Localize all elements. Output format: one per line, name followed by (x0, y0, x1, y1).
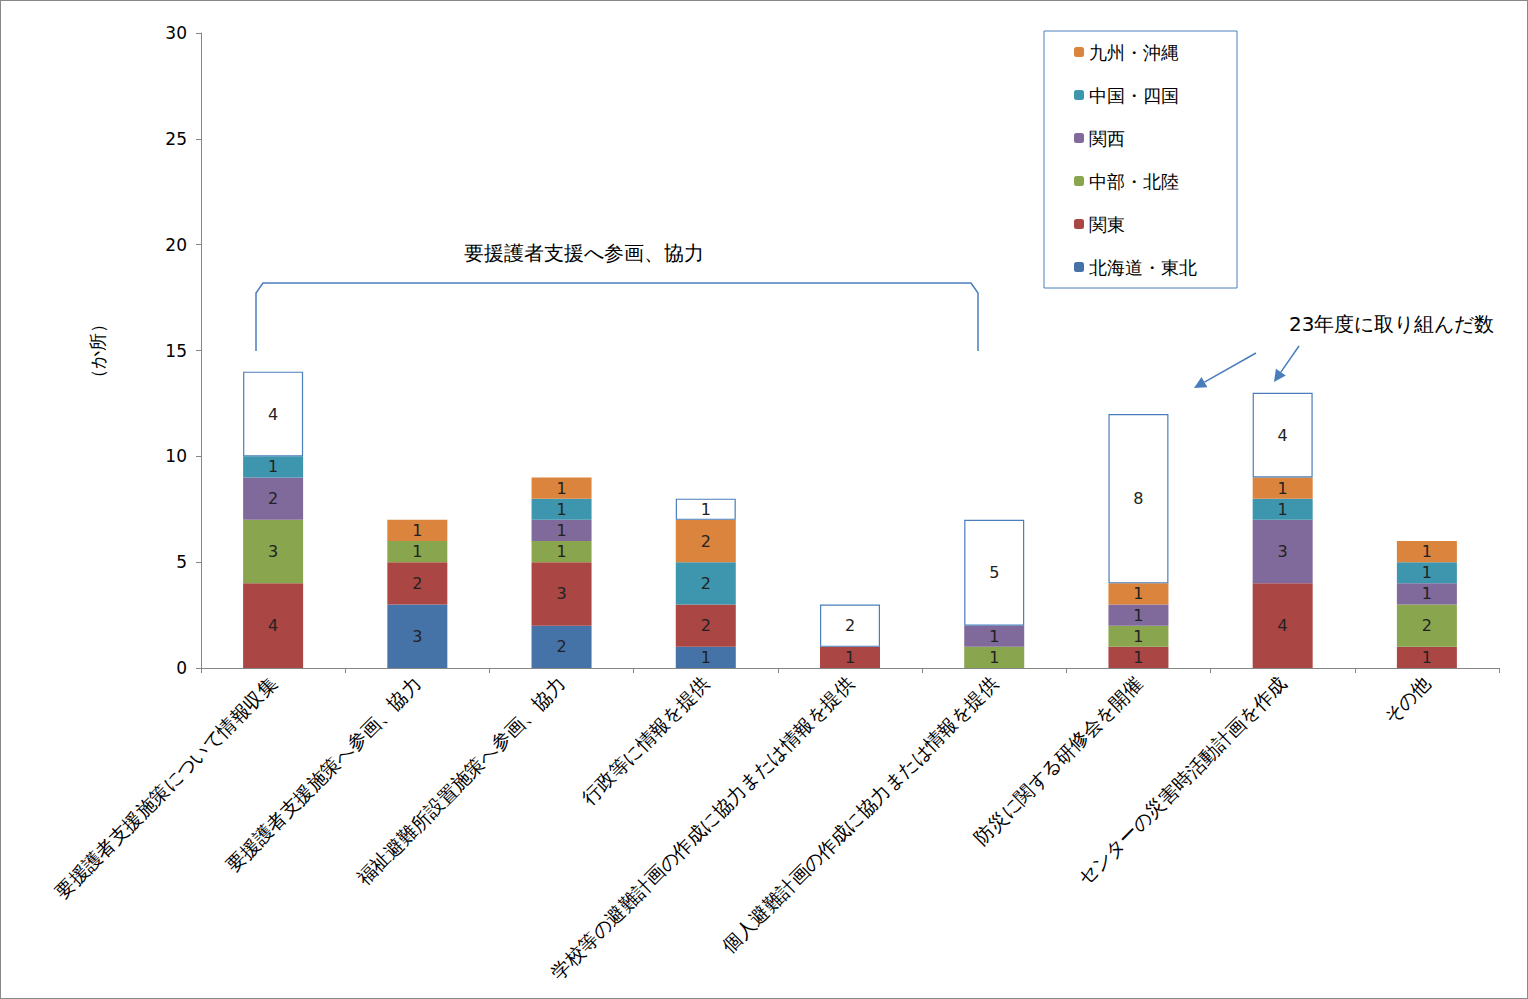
svg-text:1: 1 (1278, 479, 1288, 498)
svg-text:3: 3 (556, 584, 566, 603)
svg-text:2: 2 (268, 489, 278, 508)
svg-text:関西: 関西 (1089, 128, 1125, 149)
svg-text:2: 2 (412, 574, 422, 593)
svg-text:1: 1 (1422, 584, 1432, 603)
svg-text:1: 1 (556, 479, 566, 498)
svg-text:1: 1 (989, 627, 999, 646)
svg-text:23年度に取り組んだ数: 23年度に取り組んだ数 (1289, 312, 1494, 336)
svg-text:1: 1 (1422, 542, 1432, 561)
svg-text:20: 20 (165, 235, 187, 255)
svg-text:防災に関する研修会を開催: 防災に関する研修会を開催 (969, 672, 1146, 849)
svg-text:4: 4 (268, 405, 278, 424)
svg-text:1: 1 (556, 521, 566, 540)
svg-text:1: 1 (1133, 584, 1143, 603)
svg-text:1: 1 (556, 500, 566, 519)
svg-text:1: 1 (412, 542, 422, 561)
svg-text:その他: その他 (1379, 672, 1435, 728)
svg-text:25: 25 (165, 129, 187, 149)
svg-text:中国・四国: 中国・四国 (1089, 85, 1179, 106)
svg-text:2: 2 (701, 532, 711, 551)
svg-text:1: 1 (701, 648, 711, 667)
svg-text:1: 1 (1422, 648, 1432, 667)
svg-text:要援護者支援施策について情報収集: 要援護者支援施策について情報収集 (50, 672, 281, 903)
svg-text:3: 3 (268, 542, 278, 561)
svg-text:北海道・東北: 北海道・東北 (1089, 257, 1197, 278)
svg-text:3: 3 (1278, 542, 1288, 561)
svg-text:1: 1 (1133, 648, 1143, 667)
svg-text:0: 0 (176, 658, 187, 678)
svg-text:1: 1 (268, 457, 278, 476)
svg-text:センターの災害時活動計画を作成: センターの災害時活動計画を作成 (1073, 672, 1290, 889)
svg-text:2: 2 (845, 616, 855, 635)
svg-text:8: 8 (1133, 489, 1143, 508)
svg-text:関東: 関東 (1089, 214, 1125, 235)
svg-text:中部・北陸: 中部・北陸 (1089, 171, 1179, 192)
svg-text:学校等の避難計画の作成に協力または情報を提供: 学校等の避難計画の作成に協力または情報を提供 (547, 672, 858, 983)
svg-text:1: 1 (1133, 606, 1143, 625)
svg-text:2: 2 (1422, 616, 1432, 635)
svg-text:1: 1 (556, 542, 566, 561)
svg-text:1: 1 (845, 648, 855, 667)
svg-text:1: 1 (412, 521, 422, 540)
svg-text:30: 30 (165, 23, 187, 43)
svg-text:5: 5 (176, 552, 187, 572)
svg-text:5: 5 (989, 563, 999, 582)
svg-text:1: 1 (989, 648, 999, 667)
svg-text:1: 1 (1422, 563, 1432, 582)
svg-text:15: 15 (165, 341, 187, 361)
svg-text:要援護者支援施策へ参画、協力: 要援護者支援施策へ参画、協力 (221, 672, 426, 876)
svg-text:10: 10 (165, 446, 187, 466)
svg-text:1: 1 (1278, 500, 1288, 519)
svg-text:2: 2 (556, 637, 566, 656)
svg-text:4: 4 (268, 616, 278, 635)
svg-text:2: 2 (701, 574, 711, 593)
svg-text:3: 3 (412, 627, 422, 646)
svg-text:要援護者支援へ参画、協力: 要援護者支援へ参画、協力 (464, 241, 704, 265)
svg-text:個人避難計画の作成に協力または情報を提供: 個人避難計画の作成に協力または情報を提供 (718, 672, 1002, 956)
svg-text:福祉避難所設置施策へ参画、協力: 福祉避難所設置施策へ参画、協力 (352, 672, 569, 889)
svg-text:九州・沖縄: 九州・沖縄 (1089, 42, 1179, 63)
svg-text:4: 4 (1278, 616, 1288, 635)
svg-text:1: 1 (701, 500, 711, 519)
svg-text:行政等に情報を提供: 行政等に情報を提供 (577, 672, 713, 808)
svg-text:（か所）: （か所） (87, 315, 108, 387)
svg-text:4: 4 (1278, 426, 1288, 445)
svg-text:2: 2 (701, 616, 711, 635)
svg-text:1: 1 (1133, 627, 1143, 646)
